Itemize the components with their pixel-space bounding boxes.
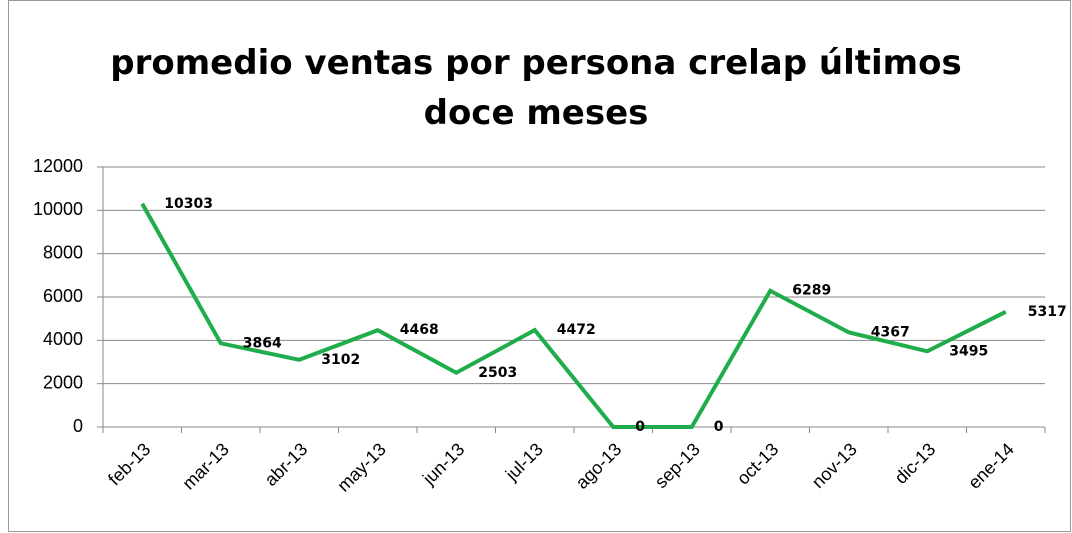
data-label: 4472 [557,322,596,338]
line [140,202,1007,429]
x-tick-label: oct-13 [733,439,783,489]
y-tick-label: 6000 [43,286,83,306]
data-label: 3102 [321,352,360,368]
data-label: 10303 [164,196,213,212]
chart-border [8,0,1071,532]
data-label: 2503 [478,365,517,381]
data-label: 0 [714,419,724,435]
y-tick-label: 2000 [43,372,83,392]
y-tick-label: 10000 [33,199,83,219]
x-tick-label: may-13 [333,439,390,496]
y-tick-label: 8000 [43,242,83,262]
data-label: 3864 [243,335,282,351]
x-tick-label: sep-13 [651,439,704,492]
data-label: 6289 [792,283,831,299]
x-tick-label: feb-13 [104,439,154,489]
data-label: 4367 [871,324,910,340]
x-tick-label: ene-14 [964,439,1018,493]
x-tick-label: jun-13 [418,439,468,489]
x-tick-label: jul-13 [501,439,547,485]
x-tick-label: ago-13 [572,439,626,493]
chart-title: promedio ventas por persona crelap últim… [110,43,962,133]
data-label: 0 [635,419,645,435]
y-tick-label: 4000 [43,329,83,349]
y-tick-label: 0 [73,416,83,436]
x-tick-label: abr-13 [261,439,312,490]
y-tick-label: 12000 [33,156,83,176]
data-label: 4468 [400,322,439,338]
x-tick-label: dic-13 [891,439,940,488]
data-label: 3495 [949,343,988,359]
x-tick-label: nov-13 [808,439,861,492]
data-label: 5317 [1028,304,1067,320]
x-tick-label: mar-13 [178,439,232,493]
